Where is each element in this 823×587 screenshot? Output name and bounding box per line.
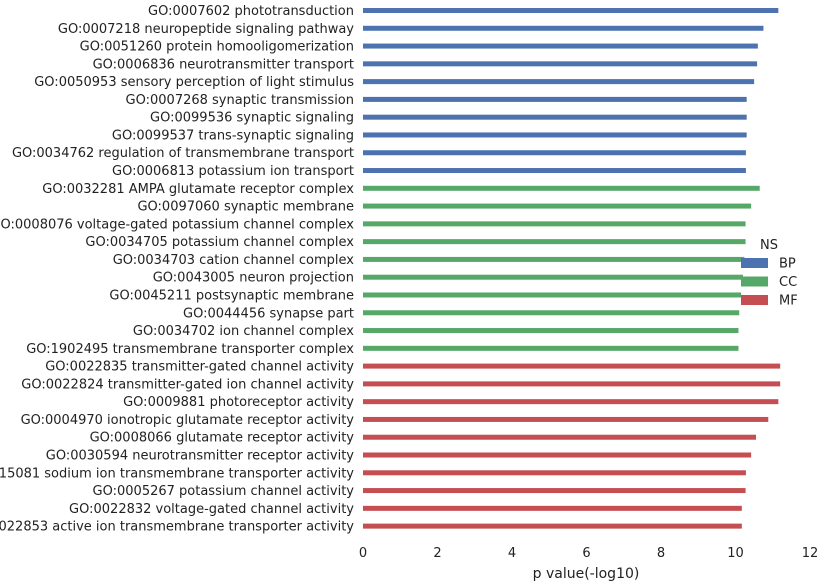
category-label: GO:0022853 active ion transmembrane tran…: [0, 520, 354, 535]
bar: [363, 470, 746, 476]
category-label: GO:0097060 synaptic membrane: [137, 200, 354, 215]
x-tick-label: 2: [433, 546, 441, 561]
bar: [363, 43, 758, 49]
category-label: GO:0008066 glutamate receptor activity: [90, 431, 355, 446]
bar: [363, 452, 752, 458]
category-label: GO:0005267 potassium channel activity: [93, 484, 355, 499]
category-label: GO:0022832 voltage-gated channel activit…: [69, 502, 354, 517]
x-tick-label: 6: [582, 546, 590, 561]
category-label: GO:0022824 transmitter-gated ion channel…: [21, 377, 354, 392]
category-label: GO:0006836 neurotransmitter transport: [93, 57, 354, 72]
category-labels: GO:0007602 phototransduction GO:0007218 n…: [0, 4, 354, 535]
bar: [363, 25, 764, 31]
category-label: GO:0045211 postsynaptic membrane: [109, 288, 354, 303]
category-label: GO:0050953 sensory perception of light s…: [34, 75, 354, 90]
x-axis: p value(-log10) 0 2 4 6 8 10 12: [359, 546, 818, 582]
legend-label: MF: [779, 294, 798, 309]
category-label: GO:0009881 photoreceptor activity: [123, 395, 354, 410]
bar: [363, 8, 779, 13]
bar: [363, 132, 747, 138]
bar: [363, 488, 746, 494]
bar: [363, 203, 752, 209]
x-tick-label: 10: [727, 546, 744, 561]
category-label: GO:0006813 potassium ion transport: [112, 164, 354, 179]
bar: [363, 399, 779, 405]
category-label: GO:0022835 transmitter-gated channel act…: [45, 360, 354, 375]
category-label: GO:0008076 voltage-gated potassium chann…: [0, 217, 354, 232]
bar: [363, 523, 742, 529]
bar: [363, 416, 769, 422]
bar: [363, 310, 740, 316]
x-tick-label: 8: [657, 546, 665, 561]
category-label: GO:0007602 phototransduction: [148, 4, 354, 19]
x-tick-label: 0: [359, 546, 367, 561]
legend-swatch: [741, 295, 768, 305]
bar: [363, 221, 746, 227]
bar: [363, 256, 745, 262]
bar: [363, 96, 747, 102]
bar: [363, 505, 742, 511]
bar: [363, 114, 747, 120]
category-label: GO:0034705 potassium channel complex: [85, 235, 354, 250]
category-label: GO:0015081 sodium ion transmembrane tran…: [0, 466, 354, 481]
bar: [363, 434, 756, 440]
bar: [363, 274, 743, 280]
bar: [363, 61, 758, 67]
category-label: GO:0032281 AMPA glutamate receptor compl…: [42, 182, 354, 197]
category-label: GO:0034702 ion channel complex: [133, 324, 354, 339]
bar: [363, 185, 760, 191]
category-label: GO:0099536 synaptic signaling: [150, 111, 354, 126]
bar: [363, 239, 746, 245]
category-label: GO:0004970 ionotropic glutamate receptor…: [21, 413, 355, 428]
bar-group: [363, 8, 781, 529]
category-label: GO:0007218 neuropeptide signaling pathwa…: [58, 22, 354, 37]
bar: [363, 79, 755, 85]
category-label: GO:0044456 synapse part: [183, 306, 354, 321]
category-label: GO:0007268 synaptic transmission: [126, 93, 354, 108]
x-tick-label: 12: [802, 546, 819, 561]
category-label: GO:0043005 neuron projection: [153, 271, 354, 286]
category-label: GO:0034703 cation channel complex: [113, 253, 355, 268]
bar: [363, 381, 781, 387]
bar: [363, 292, 742, 298]
bar: [363, 168, 746, 174]
legend-label: BP: [779, 257, 796, 272]
legend-label: CC: [779, 275, 797, 290]
x-axis-label: p value(-log10): [533, 566, 640, 582]
legend-swatch: [741, 258, 768, 268]
bar: [363, 150, 746, 156]
bar: [363, 345, 739, 351]
x-tick-label: 4: [508, 546, 516, 561]
category-label: GO:0051260 protein homooligomerization: [80, 40, 354, 55]
legend-title: NS: [760, 238, 778, 253]
category-label: GO:0034762 regulation of transmembrane t…: [12, 146, 354, 161]
category-label: GO:0030594 neurotransmitter receptor act…: [46, 449, 355, 464]
bar: [363, 363, 781, 369]
category-label: GO:1902495 transmembrane transporter com…: [26, 342, 354, 357]
legend-swatch: [741, 276, 768, 287]
legend: NS BP CC MF: [741, 238, 798, 309]
category-label: GO:0099537 trans-synaptic signaling: [112, 128, 354, 143]
bar: [363, 328, 739, 334]
